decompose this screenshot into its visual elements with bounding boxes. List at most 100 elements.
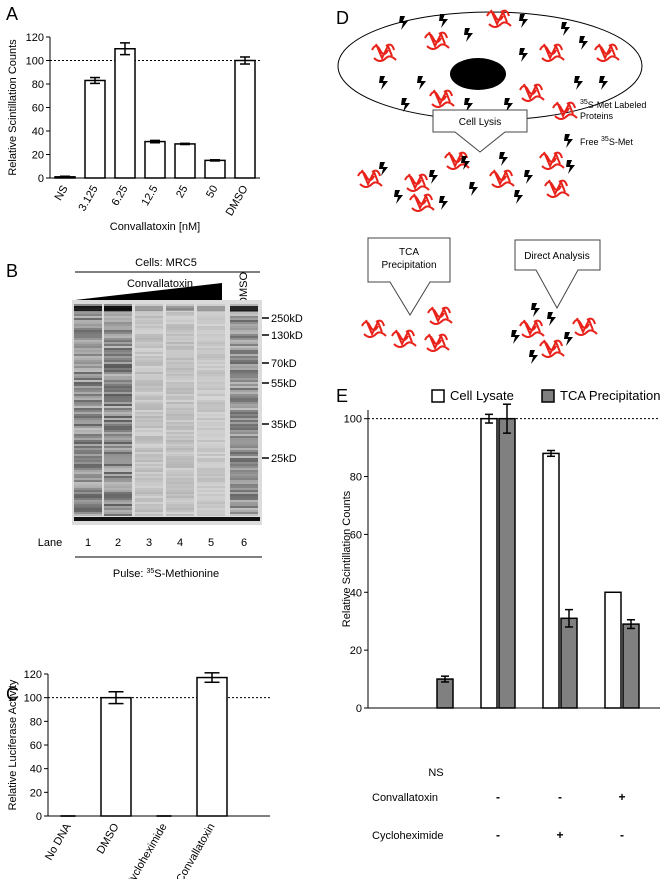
gel-band <box>166 416 194 418</box>
gel-band <box>166 482 194 484</box>
gel-band <box>197 480 225 482</box>
gel-band <box>230 386 258 388</box>
gel-band <box>230 364 258 366</box>
gel-band <box>166 440 194 442</box>
step-label: TCA Precipitation <box>381 247 436 271</box>
gel-band <box>104 356 132 358</box>
gel-band <box>197 440 225 442</box>
gel-band <box>74 476 102 478</box>
gel-band <box>166 390 194 392</box>
gel-band <box>197 426 225 428</box>
gel-band <box>166 514 194 516</box>
gel-band <box>166 434 194 436</box>
gel-band <box>166 474 194 476</box>
gel-band <box>104 374 132 376</box>
gel-band <box>197 396 225 398</box>
gel-band <box>74 394 102 396</box>
gel-band <box>197 352 225 354</box>
gel-band <box>104 448 132 450</box>
gel-band <box>166 406 194 408</box>
error-bar <box>150 139 160 144</box>
gel-band <box>230 422 258 424</box>
gel-band <box>135 392 163 394</box>
gel-band <box>197 476 225 478</box>
gel-band <box>74 514 102 516</box>
gel-band <box>166 358 194 360</box>
gel-band <box>230 404 258 406</box>
y-tick-label: 100 <box>344 414 362 426</box>
gel-band <box>74 498 102 500</box>
gel-band <box>166 348 194 350</box>
gel-band <box>197 390 225 392</box>
error-bar <box>547 449 555 458</box>
gel-band <box>197 436 225 438</box>
y-tick-label: 20 <box>350 645 362 657</box>
gel-band <box>135 436 163 438</box>
gel-band <box>166 328 194 330</box>
gel-band <box>135 340 163 342</box>
gel-band <box>74 458 102 460</box>
gel-markers: 250kD 130kD 70kD 55kD 35kD 25kD <box>262 313 303 465</box>
gel-band <box>230 354 258 356</box>
gel-band <box>104 484 132 486</box>
gel-band <box>197 306 225 311</box>
gel-band <box>230 480 258 482</box>
gel-band <box>166 414 194 416</box>
gel-band <box>104 320 132 322</box>
gel-band <box>197 414 225 416</box>
gel-band <box>104 376 132 378</box>
gel-band <box>104 450 132 452</box>
gel-band <box>74 446 102 448</box>
y-tick-label: 40 <box>32 126 44 138</box>
step-arrow <box>367 237 451 316</box>
gel-band <box>166 430 194 432</box>
protein-icon <box>544 179 570 198</box>
gel-band <box>230 424 258 426</box>
gel-band <box>166 412 194 414</box>
gel-band <box>104 354 132 356</box>
gel-band <box>230 340 258 342</box>
gel-band <box>104 368 132 370</box>
error-bar <box>210 159 220 162</box>
error-bar <box>90 76 100 85</box>
gel-band <box>135 320 163 322</box>
gel-band <box>197 492 225 494</box>
gel-band <box>104 312 132 314</box>
gel-band <box>230 372 258 374</box>
gel-band <box>230 348 258 350</box>
gel-band <box>74 486 102 488</box>
gel-band <box>104 304 132 306</box>
legend-swatch <box>541 389 555 403</box>
x-tick-label: 12.5 <box>139 184 160 209</box>
gel-band <box>104 392 132 394</box>
error-bar <box>240 56 250 65</box>
error-bar <box>60 175 70 179</box>
gel-band <box>166 396 194 398</box>
gel-band <box>166 508 194 510</box>
bar <box>542 452 560 709</box>
gel-band <box>197 456 225 458</box>
gel-band <box>74 350 102 352</box>
error-bar <box>441 675 449 683</box>
x-tick-label: NS <box>428 767 443 779</box>
protein-icon <box>519 319 545 338</box>
gel-band <box>104 454 132 456</box>
gel-band <box>104 434 132 436</box>
tca-result <box>361 306 453 352</box>
gel-band <box>197 342 225 344</box>
gel-band <box>166 462 194 464</box>
gel-band <box>230 384 258 386</box>
pulse-label: Pulse: 35S-Methionine <box>113 568 219 580</box>
gel-band <box>197 448 225 450</box>
gel-band <box>135 384 163 386</box>
gel-band <box>166 384 194 386</box>
legend-text: Proteins <box>580 111 614 121</box>
gel-control: DMSO <box>238 272 250 305</box>
gel-band <box>74 340 102 342</box>
error-bar <box>503 403 511 434</box>
gel-band <box>135 368 163 370</box>
gel-band <box>197 322 225 324</box>
y-tick-label: 0 <box>38 173 44 185</box>
gel-band <box>104 472 132 474</box>
gel-band <box>230 500 258 502</box>
